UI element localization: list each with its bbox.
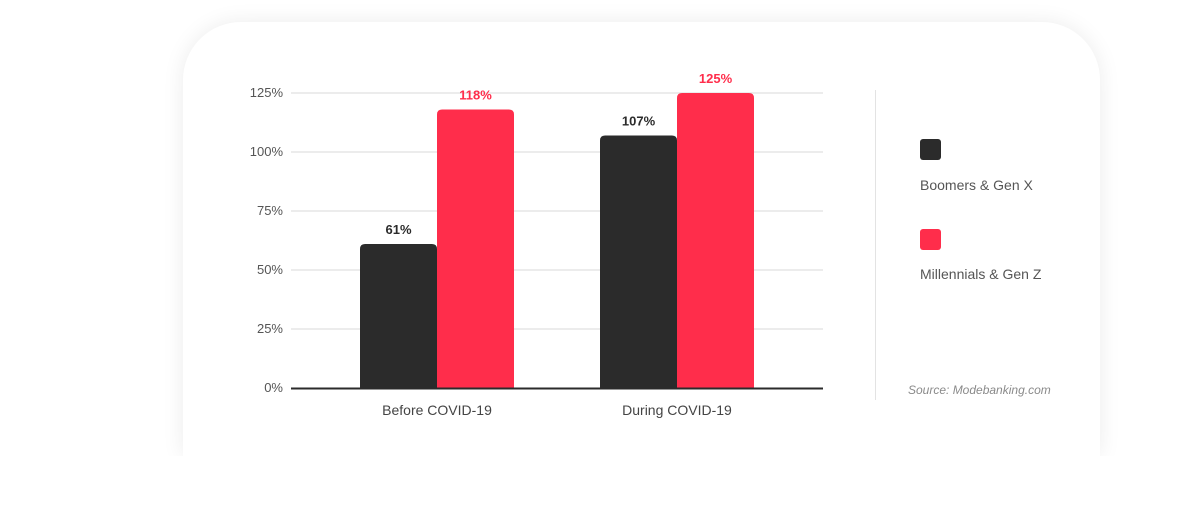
- data-label: 125%: [699, 71, 733, 86]
- legend-swatch-millennials: [920, 229, 941, 250]
- y-tick-label: 100%: [250, 144, 284, 159]
- source-note: Source: Modebanking.com: [908, 383, 1051, 397]
- y-axis-ticks: 0% 25% 50% 75% 100% 125%: [250, 85, 284, 395]
- bar-millennials-0: [437, 109, 514, 389]
- bar-boomers-0: [360, 244, 437, 388]
- bar-boomers-1: [600, 135, 677, 388]
- data-label: 61%: [385, 222, 411, 237]
- y-tick-label: 25%: [257, 321, 283, 336]
- data-labels: 61% 118% 107% 125%: [385, 71, 732, 237]
- card-bottom-fade: [150, 456, 1140, 532]
- legend-swatch-boomers: [920, 139, 941, 160]
- legend-divider: [875, 90, 876, 400]
- bars: [360, 93, 754, 389]
- y-tick-label: 125%: [250, 85, 284, 100]
- y-tick-label: 75%: [257, 203, 283, 218]
- x-category-label: Before COVID-19: [382, 402, 492, 418]
- legend-label-boomers: Boomers & Gen X: [920, 177, 1033, 193]
- y-tick-label: 0%: [264, 380, 283, 395]
- y-tick-label: 50%: [257, 262, 283, 277]
- bar-millennials-1: [677, 93, 754, 388]
- data-label: 107%: [622, 113, 656, 128]
- category-labels: Before COVID-19 During COVID-19: [382, 402, 732, 418]
- data-label: 118%: [459, 88, 492, 103]
- x-category-label: During COVID-19: [622, 402, 732, 418]
- legend-label-millennials: Millennials & Gen Z: [920, 266, 1042, 282]
